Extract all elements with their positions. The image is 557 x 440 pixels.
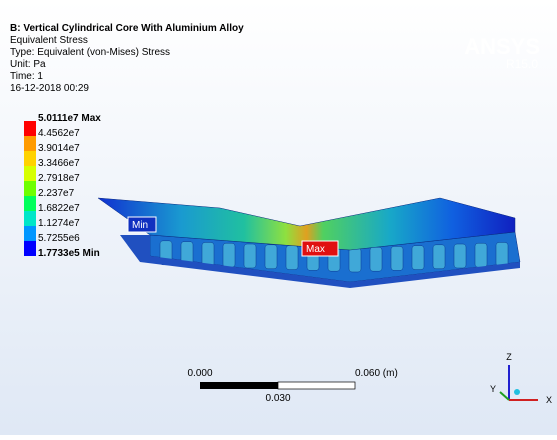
swatch [24, 151, 36, 166]
bottom-sheet [120, 235, 520, 288]
scale-black [200, 382, 278, 389]
axis-label: Z [506, 352, 512, 362]
cylinder [285, 245, 299, 270]
legend-swatches [24, 121, 36, 256]
scale-label: 0.000 [187, 368, 212, 379]
scale-label: 0.030 [265, 393, 290, 404]
face-sheet [97, 197, 516, 251]
scale-bar: 0.000 0.060 (m) 0.030 [187, 368, 397, 404]
legend-label: 5.0111e7 Max [38, 113, 101, 124]
info-line: 16-12-2018 00:29 [10, 83, 89, 94]
swatch [24, 166, 36, 181]
swatch [24, 181, 36, 196]
probe-box [127, 216, 157, 233]
axis-label: X [546, 395, 552, 405]
cylinder [348, 247, 362, 273]
legend-label: 3.9014e7 [38, 143, 80, 154]
cylinder [432, 244, 446, 270]
cylinder [411, 245, 425, 270]
legend-labels: 5.0111e7 Max 4.4562e7 3.9014e7 3.3466e7 … [38, 113, 101, 259]
cylinder [264, 244, 278, 270]
probe-label: Min [132, 220, 148, 231]
scale-label: 0.060 (m) [355, 368, 398, 379]
cylinder [222, 242, 236, 268]
y-axis [499, 391, 510, 401]
cylinder [390, 246, 404, 271]
triad-ball [514, 389, 520, 395]
probe-label: Max [306, 244, 325, 255]
legend-label: 1.1274e7 [38, 218, 80, 229]
min-probe: Min [127, 216, 157, 233]
legend-label: 4.4562e7 [38, 128, 80, 139]
cylinder [474, 242, 488, 268]
cylinder [495, 242, 509, 267]
legend-label: 1.7733e5 Min [38, 248, 100, 259]
cylinder [453, 243, 467, 269]
legend-label: 5.7255e6 [38, 233, 80, 244]
logo: ANSYS [464, 34, 540, 59]
legend-label: 1.6822e7 [38, 203, 80, 214]
info-line: Time: 1 [10, 71, 43, 82]
swatch [24, 226, 36, 241]
swatch [24, 196, 36, 211]
probe-box [301, 240, 339, 257]
info-line: Type: Equivalent (von-Mises) Stress [10, 47, 170, 58]
scale-white [277, 381, 356, 390]
swatch [24, 241, 36, 256]
title: B: Vertical Cylindrical Core With Alumin… [10, 23, 244, 34]
swatch [24, 211, 36, 226]
swatch [24, 121, 36, 136]
info-line: Unit: Pa [10, 59, 46, 70]
axis-label: Y [490, 384, 496, 394]
cylinder [243, 243, 257, 269]
legend-label: 2.237e7 [38, 188, 75, 199]
max-probe: Max [301, 240, 339, 257]
legend-label: 3.3466e7 [38, 158, 80, 169]
legend-label: 2.7918e7 [38, 173, 80, 184]
logo-version: R15.0 [506, 57, 538, 71]
header: B: Vertical Cylindrical Core With Alumin… [10, 23, 244, 94]
model [97, 197, 521, 288]
cylinder [369, 246, 383, 272]
info-line: Equivalent Stress [10, 35, 88, 46]
swatch [24, 136, 36, 151]
triad: Z X Y [490, 352, 552, 405]
cylinder [201, 242, 215, 267]
